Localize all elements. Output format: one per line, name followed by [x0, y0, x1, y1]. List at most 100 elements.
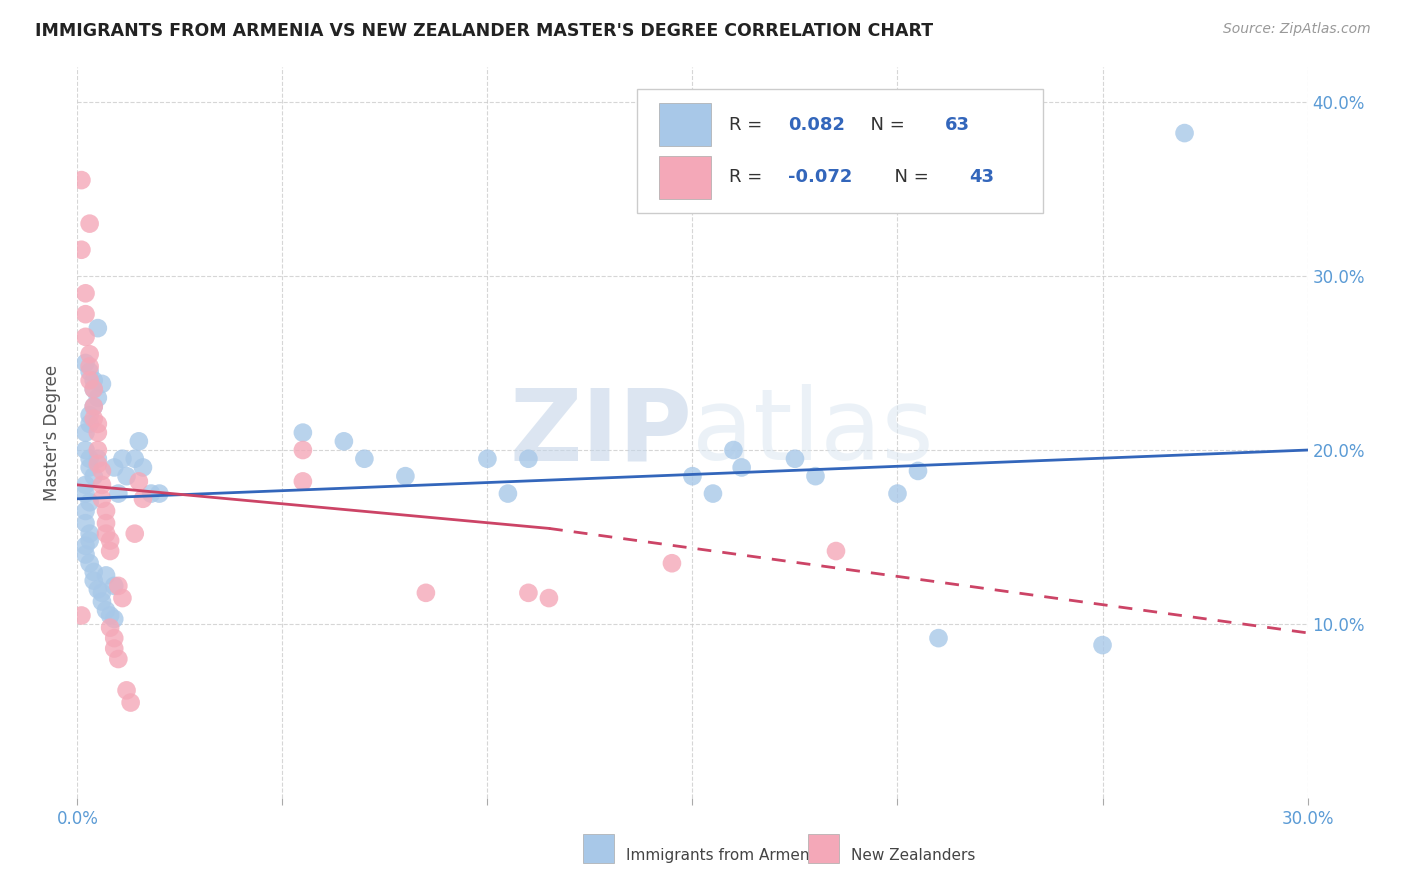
Point: [90, 464, 114, 478]
Point: [87, 443, 110, 458]
Point: [103, 579, 125, 593]
Point: [79, 526, 101, 541]
Point: [1091, 638, 1114, 652]
Point: [75, 504, 97, 518]
Point: [75, 307, 97, 321]
Text: N =: N =: [883, 169, 935, 186]
Point: [415, 586, 437, 600]
Point: [90, 586, 114, 600]
Point: [87, 582, 110, 597]
Point: [94, 516, 117, 531]
Point: [75, 548, 97, 562]
Point: [291, 475, 314, 489]
Text: Source: ZipAtlas.com: Source: ZipAtlas.com: [1223, 22, 1371, 37]
Point: [94, 526, 117, 541]
Point: [75, 516, 97, 531]
Point: [83, 469, 105, 483]
Point: [128, 434, 150, 449]
Point: [804, 469, 827, 483]
Point: [75, 539, 97, 553]
FancyBboxPatch shape: [637, 89, 1043, 213]
Point: [83, 400, 105, 414]
Point: [79, 556, 101, 570]
Text: New Zealanders: New Zealanders: [851, 848, 974, 863]
Point: [75, 330, 97, 344]
Point: [111, 451, 134, 466]
Point: [70, 173, 93, 187]
Point: [496, 486, 519, 500]
Point: [103, 460, 125, 475]
Point: [124, 526, 146, 541]
Point: [333, 434, 356, 449]
Point: [517, 586, 540, 600]
Point: [128, 475, 150, 489]
Point: [731, 460, 754, 475]
Point: [70, 608, 93, 623]
Text: IMMIGRANTS FROM ARMENIA VS NEW ZEALANDER MASTER'S DEGREE CORRELATION CHART: IMMIGRANTS FROM ARMENIA VS NEW ZEALANDER…: [35, 22, 934, 40]
Point: [103, 612, 125, 626]
Point: [79, 347, 101, 361]
Point: [132, 491, 155, 506]
Text: ZIP: ZIP: [509, 384, 693, 481]
Point: [94, 603, 117, 617]
Point: [120, 696, 142, 710]
Point: [75, 286, 97, 301]
Point: [111, 591, 134, 605]
Point: [83, 382, 105, 396]
Text: Immigrants from Armenia: Immigrants from Armenia: [626, 848, 823, 863]
Y-axis label: Master's Degree: Master's Degree: [44, 365, 62, 500]
Point: [98, 621, 121, 635]
Point: [75, 425, 97, 440]
Point: [928, 631, 950, 645]
Bar: [659, 103, 711, 146]
Point: [537, 591, 560, 605]
Text: R =: R =: [730, 116, 768, 134]
Point: [103, 641, 125, 656]
Point: [94, 504, 117, 518]
Point: [1174, 126, 1197, 140]
Point: [141, 486, 163, 500]
Point: [148, 486, 170, 500]
Point: [83, 565, 105, 579]
Point: [79, 217, 101, 231]
Point: [98, 533, 121, 548]
Point: [79, 417, 101, 431]
Point: [98, 544, 121, 558]
Point: [907, 464, 929, 478]
Bar: [659, 156, 711, 199]
Point: [79, 408, 101, 422]
Point: [75, 486, 97, 500]
Point: [886, 486, 908, 500]
Point: [79, 365, 101, 379]
Point: [682, 469, 704, 483]
Point: [477, 451, 499, 466]
Point: [107, 486, 129, 500]
Point: [98, 608, 121, 623]
Point: [87, 425, 110, 440]
Point: [83, 382, 105, 396]
Point: [90, 491, 114, 506]
Point: [79, 451, 101, 466]
Point: [83, 400, 105, 414]
Point: [783, 451, 806, 466]
Text: R =: R =: [730, 169, 768, 186]
Point: [70, 243, 93, 257]
Point: [83, 574, 105, 588]
Point: [75, 356, 97, 370]
Point: [132, 460, 155, 475]
Point: [107, 579, 129, 593]
Point: [79, 533, 101, 548]
Point: [825, 544, 848, 558]
Point: [291, 443, 314, 458]
Point: [90, 376, 114, 391]
Point: [87, 451, 110, 466]
Point: [90, 478, 114, 492]
Text: atlas: atlas: [693, 384, 934, 481]
Point: [353, 451, 375, 466]
Point: [79, 460, 101, 475]
Point: [79, 373, 101, 387]
Point: [394, 469, 416, 483]
Point: [75, 443, 97, 458]
Point: [79, 495, 101, 509]
Point: [87, 391, 110, 405]
